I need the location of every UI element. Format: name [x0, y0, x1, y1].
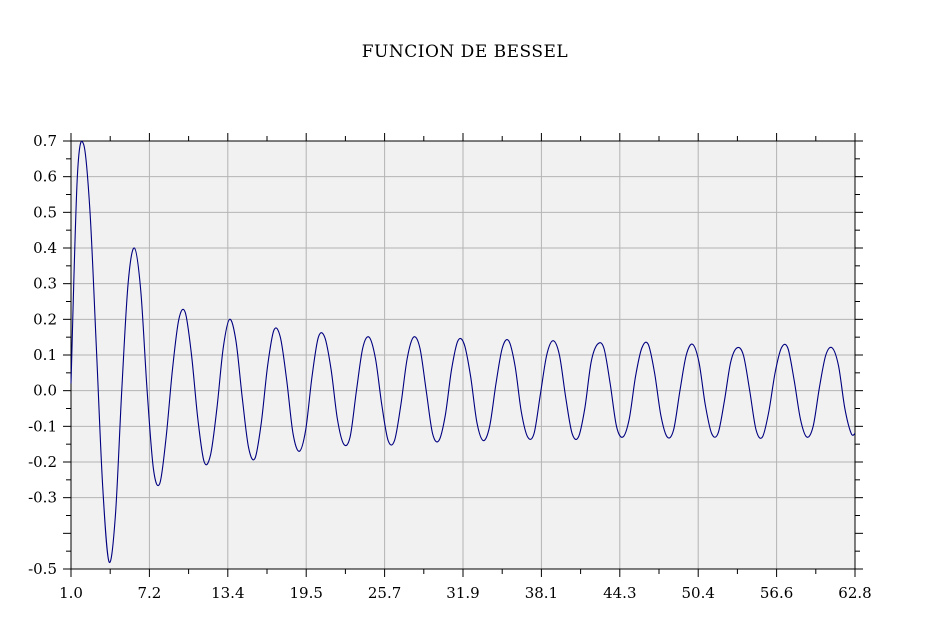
y-tick-label: -0.5 [28, 560, 57, 578]
y-tick-label: 0.5 [33, 203, 57, 221]
y-tick-label: 0.4 [33, 239, 57, 257]
x-tick-label: 25.7 [368, 584, 401, 602]
y-tick-label: -0.1 [28, 417, 57, 435]
chart-title: FUNCION DE BESSEL [362, 42, 568, 62]
y-tick-label: 0.2 [33, 310, 57, 328]
x-tick-label: 50.4 [681, 584, 714, 602]
x-tick-label: 13.4 [211, 584, 244, 602]
y-tick-label: -0.3 [28, 489, 57, 507]
x-tick-label: 7.2 [137, 584, 161, 602]
x-tick-label: 62.8 [838, 584, 871, 602]
series-line [70, 140, 856, 563]
y-tick-label: -0.2 [28, 453, 57, 471]
x-tick-label: 56.6 [760, 584, 793, 602]
y-tick-label: 0.7 [33, 132, 57, 150]
x-tick-label: 19.5 [289, 584, 322, 602]
y-tick-label: 0.1 [33, 346, 57, 364]
y-tick-label: 0.6 [33, 168, 57, 186]
y-tick-label: 0.3 [33, 275, 57, 293]
x-tick-label: 1.0 [59, 584, 83, 602]
x-tick-label: 31.9 [446, 584, 479, 602]
x-tick-label: 44.3 [603, 584, 636, 602]
y-tick-label: 0.0 [33, 382, 57, 400]
x-tick-label: 38.1 [525, 584, 558, 602]
